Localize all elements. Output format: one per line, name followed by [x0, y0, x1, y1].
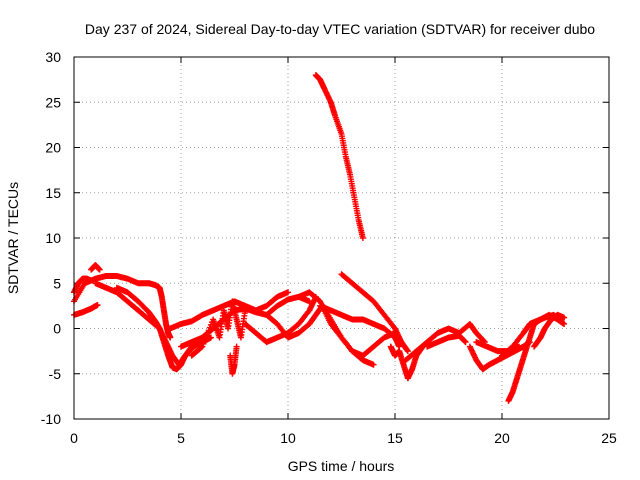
data-point [202, 335, 209, 342]
series-arc-3 [88, 262, 103, 273]
y-tick-label: 5 [53, 275, 61, 291]
series-arc-9 [188, 298, 249, 359]
data-point [205, 327, 212, 334]
y-tick-labels: -10 -5 0 5 10 15 20 25 30 [41, 49, 61, 427]
data-point [203, 332, 210, 339]
data-point [207, 334, 214, 341]
series-arc-16 [317, 302, 403, 350]
x-tick-label: 0 [70, 430, 78, 446]
data-point [242, 307, 249, 314]
y-tick-label: 15 [45, 185, 61, 201]
data-point [200, 340, 207, 347]
x-tick-label: 20 [494, 430, 510, 446]
x-tick-label: 15 [387, 430, 403, 446]
y-tick-label: 0 [53, 321, 61, 337]
x-tick-labels: 0 5 10 15 20 25 [70, 430, 617, 446]
series-arc-24 [531, 311, 568, 350]
series-arc-19 [424, 332, 469, 350]
data-point [404, 348, 411, 355]
data-point [167, 334, 174, 341]
series-arc-21 [473, 339, 523, 355]
y-tick-label: 25 [45, 94, 61, 110]
series-arc-6 [113, 284, 214, 373]
data-point [359, 235, 366, 241]
y-tick-label: -5 [49, 366, 62, 382]
data-point [199, 343, 206, 350]
series-arc-22 [505, 311, 568, 404]
data-point [285, 289, 291, 296]
data-point [561, 314, 568, 321]
plot-frame [73, 56, 610, 420]
y-axis-label: SDTVAR / TECUs [5, 182, 21, 294]
series-arc-13 [295, 289, 398, 359]
y-tick-label: 30 [45, 49, 61, 65]
y-tick-label: 10 [45, 230, 61, 246]
data-point [206, 324, 213, 331]
data-point [516, 343, 523, 350]
data-point [204, 330, 211, 337]
series-arc-14 [312, 72, 366, 241]
x-axis-label: GPS time / hours [288, 458, 395, 474]
data-point [96, 266, 103, 273]
chart-title: Day 237 of 2024, Sidereal Day-to-day VTE… [85, 21, 595, 37]
data-point [94, 301, 101, 308]
data-point [462, 339, 469, 346]
y-tick-label: 20 [45, 140, 61, 156]
data-point [561, 320, 568, 327]
data-point [201, 338, 208, 345]
series-arc-1 [71, 301, 101, 318]
grid [74, 57, 609, 419]
data-point [370, 361, 377, 368]
series-arc-10 [227, 343, 240, 377]
x-tick-label: 25 [601, 430, 617, 446]
data-points [71, 72, 568, 404]
x-tick-label: 10 [280, 430, 296, 446]
y-tick-label: -10 [41, 411, 61, 427]
data-point [233, 343, 240, 350]
x-tick-label: 5 [177, 430, 185, 446]
data-point [198, 344, 205, 351]
